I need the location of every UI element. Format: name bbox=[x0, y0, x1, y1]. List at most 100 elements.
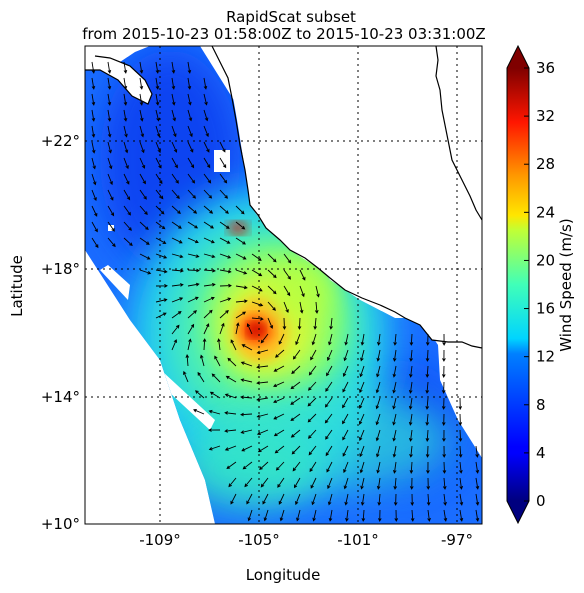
wind-arrow bbox=[459, 461, 463, 474]
wind-arrow bbox=[392, 365, 397, 378]
wind-arrow bbox=[107, 173, 113, 186]
wind-arrow bbox=[123, 93, 128, 106]
wind-arrow bbox=[123, 237, 133, 247]
wind-arrow bbox=[155, 109, 160, 122]
wind-arrow bbox=[203, 268, 216, 273]
wind-arrow bbox=[91, 125, 96, 138]
wind-arrow bbox=[155, 157, 162, 169]
wind-arrow bbox=[224, 411, 237, 415]
y-tick-label: +18° bbox=[41, 260, 80, 278]
wind-arrow bbox=[458, 445, 463, 458]
wind-arrow bbox=[211, 373, 221, 383]
wind-arrow bbox=[187, 296, 199, 303]
wind-arrow bbox=[242, 461, 253, 470]
wind-arrow bbox=[171, 283, 184, 287]
wind-arrow bbox=[171, 253, 184, 259]
wind-arrow bbox=[409, 461, 414, 474]
wind-arrow bbox=[315, 285, 320, 298]
wind-arrow bbox=[425, 365, 430, 378]
wind-arrow bbox=[203, 323, 210, 335]
wind-arrow bbox=[326, 365, 333, 377]
wind-arrow bbox=[208, 445, 221, 451]
x-tick-label: -97° bbox=[441, 531, 473, 549]
y-axis-label: Latitude bbox=[8, 255, 26, 317]
wind-arrow bbox=[107, 109, 112, 122]
wind-arrow bbox=[393, 477, 398, 490]
wind-arrow bbox=[292, 461, 301, 472]
wind-arrow bbox=[324, 397, 333, 408]
wind-arrow bbox=[139, 221, 149, 231]
wind-arrow bbox=[425, 381, 430, 394]
wind-arrow bbox=[171, 221, 182, 229]
wind-arrow bbox=[219, 269, 232, 274]
wind-arrow bbox=[392, 445, 397, 458]
wind-arrow bbox=[224, 429, 237, 433]
x-tick-label: -109° bbox=[139, 531, 181, 549]
wind-arrow bbox=[107, 141, 112, 154]
wind-arrow bbox=[325, 445, 333, 457]
wind-arrow bbox=[195, 390, 205, 399]
wind-arrow bbox=[273, 365, 285, 372]
wind-arrow bbox=[342, 429, 349, 441]
wind-arrow bbox=[241, 344, 253, 351]
wind-arrow bbox=[203, 221, 214, 229]
wind-arrow bbox=[342, 397, 349, 409]
wind-arrow bbox=[360, 493, 365, 506]
gridlines bbox=[85, 46, 482, 524]
wind-arrow bbox=[263, 509, 269, 522]
x-tick-labels: -109° -105° -101° -97° bbox=[139, 531, 473, 549]
wind-arrow bbox=[251, 253, 262, 261]
wind-arrow bbox=[171, 311, 182, 319]
wind-arrow bbox=[235, 299, 248, 303]
wind-arrow bbox=[375, 381, 381, 394]
wind-arrow bbox=[197, 371, 205, 383]
wind-arrow bbox=[307, 381, 317, 391]
colorbar-tick-label: 16 bbox=[536, 300, 555, 318]
y-tick-labels: +22° +18° +14° +10° bbox=[41, 132, 80, 533]
wind-arrow bbox=[325, 381, 333, 392]
wind-arrow bbox=[274, 445, 285, 454]
wind-arrow bbox=[299, 285, 305, 298]
colorbar-tick-label: 28 bbox=[536, 155, 555, 173]
colorbar-extend-min bbox=[507, 501, 529, 523]
wind-arrow bbox=[123, 205, 131, 216]
wind-arrow bbox=[219, 141, 226, 153]
wind-arrow bbox=[342, 445, 349, 457]
wind-arrow bbox=[208, 428, 221, 432]
wind-arrow bbox=[409, 333, 414, 346]
wind-arrow bbox=[408, 397, 413, 410]
wind-arrow bbox=[267, 285, 277, 295]
wind-arrow bbox=[224, 445, 237, 451]
wind-arrow bbox=[441, 365, 446, 378]
wind-arrow bbox=[187, 77, 192, 90]
wind-arrow bbox=[278, 493, 285, 505]
wind-arrow bbox=[392, 461, 397, 474]
wind-arrow bbox=[307, 397, 317, 407]
wind-arrow bbox=[203, 282, 216, 287]
wind-arrow bbox=[344, 493, 349, 506]
wind-arrow bbox=[458, 397, 463, 410]
wind-arrow bbox=[219, 173, 228, 184]
wind-arrow bbox=[256, 413, 269, 418]
wind-arrow bbox=[345, 509, 349, 522]
wind-arrow bbox=[107, 205, 115, 217]
colorbar-tick-label: 0 bbox=[536, 492, 546, 510]
wind-arrow bbox=[409, 365, 413, 378]
wind-arrow bbox=[295, 333, 301, 346]
wind-arrow bbox=[459, 493, 464, 506]
wind-arrow bbox=[251, 301, 264, 307]
wind-arrow bbox=[155, 77, 160, 90]
wind-arrow bbox=[91, 157, 96, 170]
wind-arrow bbox=[203, 205, 214, 214]
wind-arrow bbox=[203, 173, 212, 184]
wind-arrow bbox=[393, 333, 397, 346]
wind-arrow bbox=[360, 333, 365, 346]
wind-arrow bbox=[328, 509, 333, 522]
wind-arrow bbox=[91, 189, 97, 202]
x-tick-label: -101° bbox=[337, 531, 379, 549]
wind-arrow bbox=[441, 413, 446, 426]
wind-arrow bbox=[409, 477, 414, 490]
wind-arrow bbox=[475, 509, 480, 522]
wind-arrow bbox=[219, 189, 229, 199]
wind-arrow bbox=[376, 461, 381, 474]
